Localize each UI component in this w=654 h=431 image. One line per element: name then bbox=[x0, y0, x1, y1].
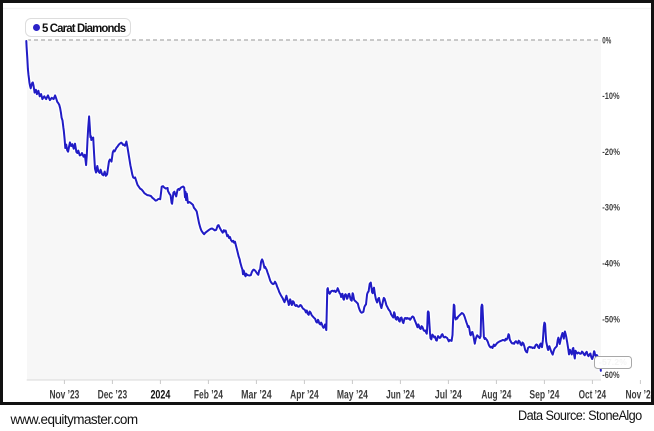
svg-text:0%: 0% bbox=[602, 35, 611, 45]
svg-text:Jun ’24: Jun ’24 bbox=[386, 390, 415, 402]
svg-text:-10%: -10% bbox=[602, 91, 619, 101]
svg-text:-60%: -60% bbox=[602, 370, 619, 380]
svg-text:Feb ’24: Feb ’24 bbox=[194, 390, 223, 402]
svg-text:Mar ’24: Mar ’24 bbox=[241, 390, 272, 402]
svg-text:-40%: -40% bbox=[602, 259, 620, 269]
svg-text:Sep ’24: Sep ’24 bbox=[529, 390, 559, 402]
svg-text:Nov ’24: Nov ’24 bbox=[626, 390, 652, 402]
svg-text:May ’24: May ’24 bbox=[337, 390, 368, 402]
svg-text:Apr ’24: Apr ’24 bbox=[290, 390, 319, 402]
svg-text:Oct ’24: Oct ’24 bbox=[579, 390, 607, 402]
svg-text:Dec ’23: Dec ’23 bbox=[98, 390, 128, 402]
svg-text:2024: 2024 bbox=[150, 390, 170, 402]
svg-text:Jul ’24: Jul ’24 bbox=[435, 390, 462, 402]
svg-text:Nov ’23: Nov ’23 bbox=[50, 390, 80, 402]
svg-text:-20%: -20% bbox=[602, 147, 620, 157]
svg-text:Aug ’24: Aug ’24 bbox=[481, 390, 511, 402]
svg-text:-30%: -30% bbox=[602, 203, 620, 213]
svg-text:-50%: -50% bbox=[602, 314, 620, 324]
